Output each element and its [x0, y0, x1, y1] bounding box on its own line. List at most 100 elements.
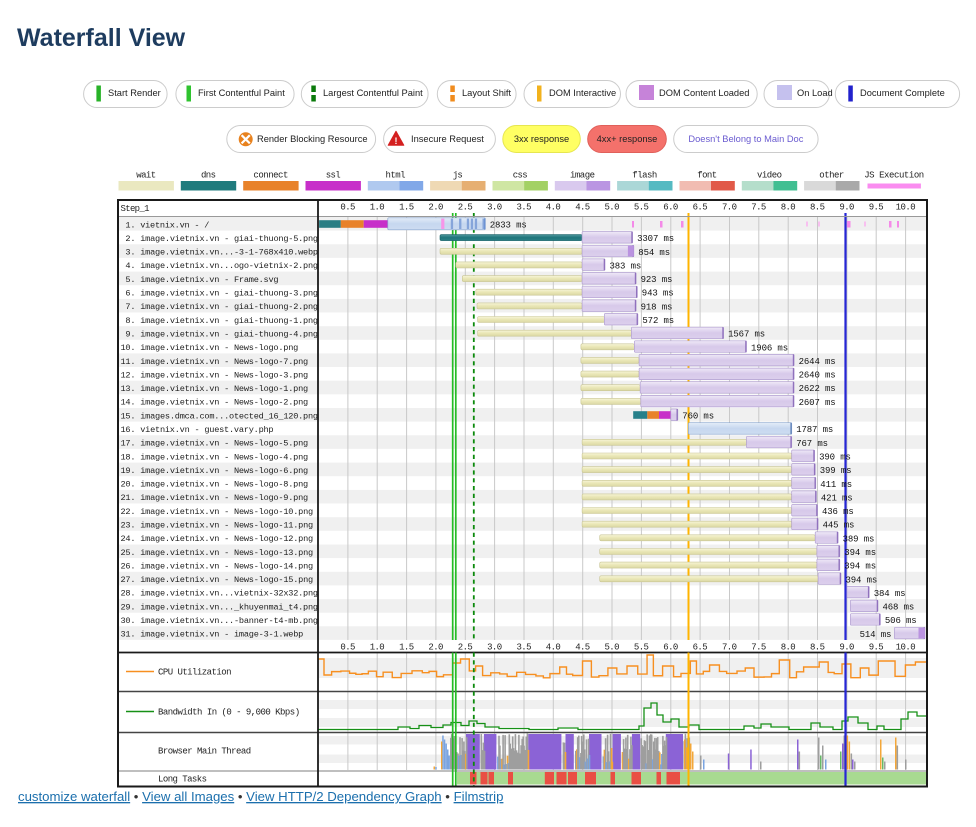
svg-text:5.5: 5.5	[634, 643, 649, 653]
svg-text:html: html	[386, 171, 406, 181]
svg-text:31. image.vietnix.vn - image-3: 31. image.vietnix.vn - image-3-1.webp	[121, 630, 304, 640]
svg-text:384 ms: 384 ms	[874, 589, 906, 599]
svg-text:dns: dns	[201, 171, 216, 181]
svg-text:4xx+ response: 4xx+ response	[597, 134, 658, 144]
svg-text:video: video	[757, 171, 782, 181]
svg-text:4. image.vietnix.vn...ogo-viet: 4. image.vietnix.vn...ogo-vietnix-2.png	[121, 261, 319, 271]
svg-text:1.5: 1.5	[399, 202, 414, 212]
svg-text:16. vietnix.vn - guest.vary.ph: 16. vietnix.vn - guest.vary.php	[121, 425, 274, 435]
svg-text:0.5: 0.5	[340, 643, 355, 653]
svg-text:4.5: 4.5	[575, 202, 590, 212]
svg-text:399 ms: 399 ms	[820, 466, 852, 476]
svg-text:On Load: On Load	[797, 88, 833, 98]
svg-text:7.0: 7.0	[722, 202, 737, 212]
svg-text:14. image.vietnix.vn - News-lo: 14. image.vietnix.vn - News-logo-2.png	[121, 398, 309, 408]
svg-text:13. image.vietnix.vn - News-lo: 13. image.vietnix.vn - News-logo-1.png	[121, 384, 309, 394]
svg-text:21. image.vietnix.vn - News-lo: 21. image.vietnix.vn - News-logo-9.png	[121, 493, 309, 503]
svg-text:DOM Interactive: DOM Interactive	[549, 88, 616, 98]
svg-text:15. images.dmca.com...otected_: 15. images.dmca.com...otected_16_120.png	[121, 411, 319, 421]
svg-text:1906 ms: 1906 ms	[751, 343, 788, 353]
svg-text:2.0: 2.0	[428, 202, 443, 212]
svg-text:10.0: 10.0	[896, 202, 916, 212]
svg-text:1787 ms: 1787 ms	[796, 425, 833, 435]
svg-text:394 ms: 394 ms	[844, 548, 876, 558]
svg-text:6.5: 6.5	[693, 202, 708, 212]
svg-text:6. image.vietnix.vn - giai-thu: 6. image.vietnix.vn - giai-thuong-3.png	[121, 289, 319, 299]
svg-text:10.0: 10.0	[896, 643, 916, 653]
svg-text:389 ms: 389 ms	[843, 534, 875, 544]
svg-text:Waterfall View: Waterfall View	[17, 24, 186, 52]
svg-text:1.0: 1.0	[370, 202, 385, 212]
svg-text:760 ms: 760 ms	[682, 412, 714, 422]
svg-text:24. image.vietnix.vn - News-lo: 24. image.vietnix.vn - News-logo-12.png	[121, 534, 314, 544]
svg-text:923 ms: 923 ms	[641, 275, 673, 285]
svg-text:First Contentful Paint: First Contentful Paint	[198, 88, 285, 98]
svg-text:28. image.vietnix.vn...vietnix: 28. image.vietnix.vn...vietnix-32x32.png	[121, 589, 319, 599]
svg-text:383 ms: 383 ms	[610, 261, 642, 271]
svg-text:4.0: 4.0	[546, 202, 561, 212]
svg-text:20. image.vietnix.vn - News-lo: 20. image.vietnix.vn - News-logo-8.png	[121, 480, 309, 490]
svg-text:9.5: 9.5	[869, 202, 884, 212]
svg-text:0.5: 0.5	[340, 202, 355, 212]
svg-text:18. image.vietnix.vn - News-lo: 18. image.vietnix.vn - News-logo-4.png	[121, 452, 309, 462]
svg-text:customize waterfall • View all: customize waterfall • View all Images • …	[18, 789, 503, 804]
svg-text:854 ms: 854 ms	[638, 248, 670, 258]
svg-text:Largest Contentful Paint: Largest Contentful Paint	[323, 88, 423, 98]
svg-text:2. image.vietnix.vn - giai-thu: 2. image.vietnix.vn - giai-thuong-5.png	[121, 234, 319, 244]
svg-text:3. image.vietnix.vn...-3-1-768: 3. image.vietnix.vn...-3-1-768x410.webp	[121, 248, 319, 258]
svg-text:918 ms: 918 ms	[641, 302, 673, 312]
svg-text:767 ms: 767 ms	[796, 439, 828, 449]
svg-text:390 ms: 390 ms	[819, 453, 851, 463]
svg-text:2833 ms: 2833 ms	[490, 221, 527, 231]
svg-text:25. image.vietnix.vn - News-lo: 25. image.vietnix.vn - News-logo-13.png	[121, 548, 314, 558]
svg-text:27. image.vietnix.vn - News-lo: 27. image.vietnix.vn - News-logo-15.png	[121, 575, 314, 585]
svg-text:2607 ms: 2607 ms	[799, 398, 836, 408]
svg-text:6.0: 6.0	[663, 643, 678, 653]
svg-text:2.5: 2.5	[458, 202, 473, 212]
svg-text:3.0: 3.0	[487, 202, 502, 212]
svg-text:Document Complete: Document Complete	[860, 88, 945, 98]
svg-text:css: css	[513, 171, 528, 181]
svg-text:8.5: 8.5	[810, 643, 825, 653]
svg-text:Long Tasks: Long Tasks	[158, 775, 207, 785]
svg-text:image: image	[570, 171, 595, 181]
svg-text:468 ms: 468 ms	[883, 603, 915, 613]
svg-text:19. image.vietnix.vn - News-lo: 19. image.vietnix.vn - News-logo-6.png	[121, 466, 309, 476]
svg-text:4.5: 4.5	[575, 643, 590, 653]
svg-text:7.5: 7.5	[751, 643, 766, 653]
svg-text:flash: flash	[632, 171, 657, 181]
svg-text:445 ms: 445 ms	[823, 521, 855, 531]
svg-text:Start Render: Start Render	[108, 88, 161, 98]
svg-text:5.5: 5.5	[634, 202, 649, 212]
svg-text:6.0: 6.0	[663, 202, 678, 212]
svg-text:2644 ms: 2644 ms	[799, 357, 836, 367]
svg-text:436 ms: 436 ms	[822, 507, 854, 517]
svg-text:2.0: 2.0	[428, 643, 443, 653]
svg-text:1.5: 1.5	[399, 643, 414, 653]
svg-text:Step_1: Step_1	[121, 204, 150, 214]
svg-text:5. image.vietnix.vn - Frame.sv: 5. image.vietnix.vn - Frame.svg	[121, 275, 279, 285]
svg-text:Browser Main Thread: Browser Main Thread	[158, 747, 251, 757]
svg-text:394 ms: 394 ms	[844, 562, 876, 572]
svg-text:943 ms: 943 ms	[642, 289, 674, 299]
svg-text:514 ms: 514 ms	[860, 630, 892, 640]
svg-text:11. image.vietnix.vn - News-lo: 11. image.vietnix.vn - News-logo-7.png	[121, 357, 309, 367]
svg-text:2622 ms: 2622 ms	[799, 384, 836, 394]
svg-text:8.5: 8.5	[810, 202, 825, 212]
svg-text:26. image.vietnix.vn - News-lo: 26. image.vietnix.vn - News-logo-14.png	[121, 561, 314, 571]
svg-text:Insecure Request: Insecure Request	[411, 134, 484, 144]
svg-text:8. image.vietnix.vn - giai-thu: 8. image.vietnix.vn - giai-thuong-1.png	[121, 316, 319, 326]
svg-text:3307 ms: 3307 ms	[637, 234, 674, 244]
svg-text:ssl: ssl	[326, 171, 341, 181]
svg-text:1567 ms: 1567 ms	[728, 330, 765, 340]
svg-text:394 ms: 394 ms	[846, 575, 878, 585]
svg-text:js: js	[453, 171, 463, 181]
svg-text:10. image.vietnix.vn - News-lo: 10. image.vietnix.vn - News-logo.png	[121, 343, 299, 353]
svg-text:font: font	[697, 171, 717, 181]
svg-text:4.0: 4.0	[546, 643, 561, 653]
svg-text:9.5: 9.5	[869, 643, 884, 653]
svg-text:572 ms: 572 ms	[642, 316, 674, 326]
svg-text:3.0: 3.0	[487, 643, 502, 653]
svg-text:1. vietnix.vn - /: 1. vietnix.vn - /	[121, 220, 210, 230]
svg-text:5.0: 5.0	[605, 202, 620, 212]
